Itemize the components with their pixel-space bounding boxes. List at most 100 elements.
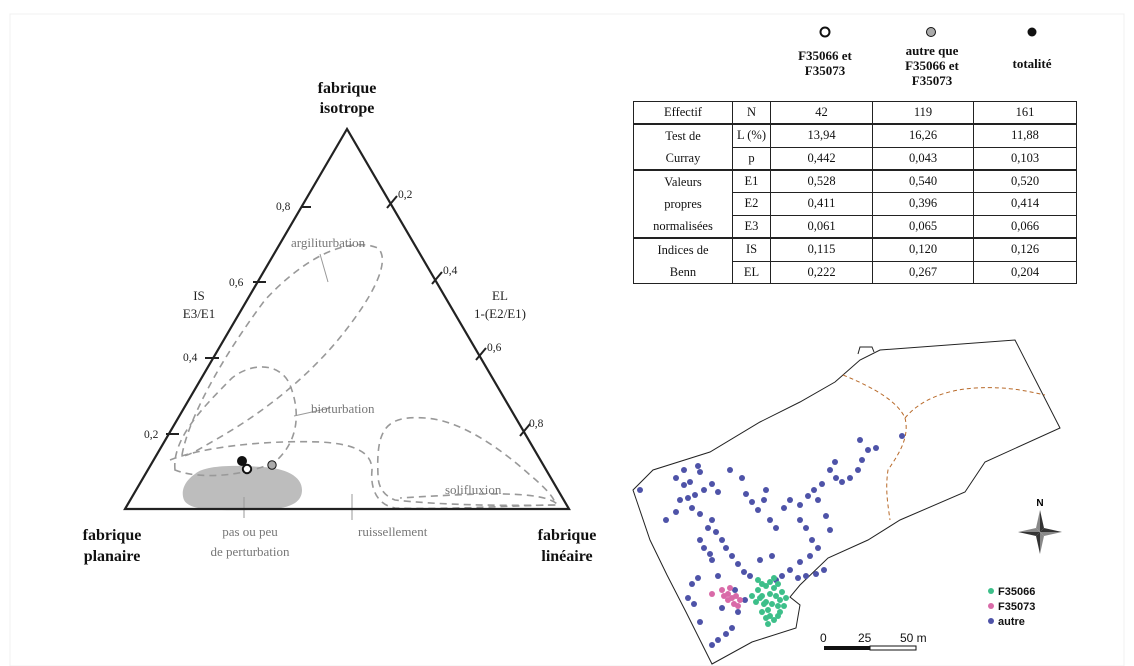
map-point (691, 601, 697, 607)
cell: 0,061 (770, 214, 873, 239)
map-point (677, 497, 683, 503)
group-label-line: Curray (665, 151, 701, 165)
group-label-line: Benn (669, 265, 697, 279)
legend-label: F35066 (998, 586, 1035, 598)
map-point (709, 481, 715, 487)
map-point (673, 475, 679, 481)
zone-bioturbation-outline (174, 366, 298, 477)
map-point (775, 613, 781, 619)
map-points (637, 433, 905, 648)
point-totalite (237, 456, 247, 466)
map-point (787, 567, 793, 573)
right-tick-label: 0,8 (529, 418, 544, 430)
header-autre: autre que F35066 et F35073 (882, 43, 982, 88)
map-point (773, 593, 779, 599)
map-point (767, 591, 773, 597)
leader-lines (243, 253, 353, 520)
row-key: E1 (732, 169, 771, 194)
map-point (771, 617, 777, 623)
map-point (689, 505, 695, 511)
map-point (735, 609, 741, 615)
header-f35066-f35073: F35066 et F35073 (782, 48, 868, 78)
cell: 0,115 (770, 237, 873, 262)
right-tick-label: 0,4 (443, 265, 458, 277)
right-axis-title-line2: 1-(E2/E1) (474, 306, 526, 321)
map-point (692, 492, 698, 498)
map-point (709, 591, 715, 597)
map-point (773, 525, 779, 531)
cell: 0,442 (770, 146, 873, 171)
map-point (689, 581, 695, 587)
map-point (847, 475, 853, 481)
map-point (781, 603, 787, 609)
map-point (741, 569, 747, 575)
map-point (767, 517, 773, 523)
legend-label: autre (998, 616, 1025, 628)
zone-label-ruissellement: ruissellement (358, 524, 428, 539)
zone-outlines (169, 243, 560, 510)
cell: 0,528 (770, 169, 873, 194)
header-line: F35073 (804, 63, 846, 78)
header-line: F35066 et (798, 48, 852, 63)
map-point (769, 553, 775, 559)
left-tick-label: 0,2 (144, 429, 159, 441)
map-point (715, 573, 721, 579)
right-axis-title-line1: EL (492, 288, 508, 303)
cell: 16,26 (872, 123, 974, 148)
map-point (755, 587, 761, 593)
map-point (771, 575, 777, 581)
map-point (761, 601, 767, 607)
zone-argiliturbation-outline (181, 243, 384, 457)
row-key: p (732, 146, 771, 171)
cell: 0,204 (973, 260, 1077, 284)
cell: 0,411 (770, 192, 873, 216)
map-point (779, 573, 785, 579)
apex-left-line2: planaire (84, 548, 141, 565)
map-point (832, 459, 838, 465)
map-point (735, 603, 741, 609)
scale-bar (824, 645, 917, 651)
right-tick-label: 0,2 (398, 189, 413, 201)
table-header-symbols (819, 26, 1037, 38)
map-point (743, 491, 749, 497)
map-point (865, 447, 871, 453)
map-point (732, 587, 738, 593)
map-point (823, 513, 829, 519)
map-point (713, 529, 719, 535)
map-point (803, 573, 809, 579)
map-point (715, 637, 721, 643)
point-f35066-f35073 (241, 463, 253, 475)
zone-label-bioturbation: bioturbation (311, 401, 375, 416)
zone-ruissellement-outline (169, 440, 560, 510)
zone-label-pas-perturbation-2: de perturbation (210, 544, 290, 559)
map-point (809, 537, 815, 543)
map-point (739, 475, 745, 481)
row-key: EL (732, 260, 771, 284)
row-key: L (%) (732, 123, 771, 148)
map-point (833, 475, 839, 481)
right-tick-label: 0,6 (487, 342, 502, 354)
map-point (747, 573, 753, 579)
group-label: Valeurs propres normalisées (633, 169, 733, 239)
zone-label-pas-perturbation-1: pas ou peu (222, 524, 278, 539)
scale-label: 50 m (900, 631, 927, 645)
map-point (685, 595, 691, 601)
row-key: E2 (732, 192, 771, 216)
map-point (783, 595, 789, 601)
zone-label-solifluxion: solifluxion (445, 482, 502, 497)
map-point (721, 593, 727, 599)
map-point (899, 433, 905, 439)
table-row: Valeurs propres normalisées E1 0,528 0,5… (633, 169, 1077, 239)
cell: 0,065 (872, 214, 974, 239)
map-point (723, 545, 729, 551)
map-point (719, 587, 725, 593)
map-point (815, 497, 821, 503)
map-point (797, 502, 803, 508)
cell: 0,043 (872, 146, 974, 171)
cell: 0,066 (973, 214, 1077, 239)
symbol-filled (1027, 27, 1037, 37)
left-tick-label: 0,8 (276, 201, 291, 213)
north-arrow-icon (1018, 510, 1062, 554)
map-point (771, 585, 777, 591)
